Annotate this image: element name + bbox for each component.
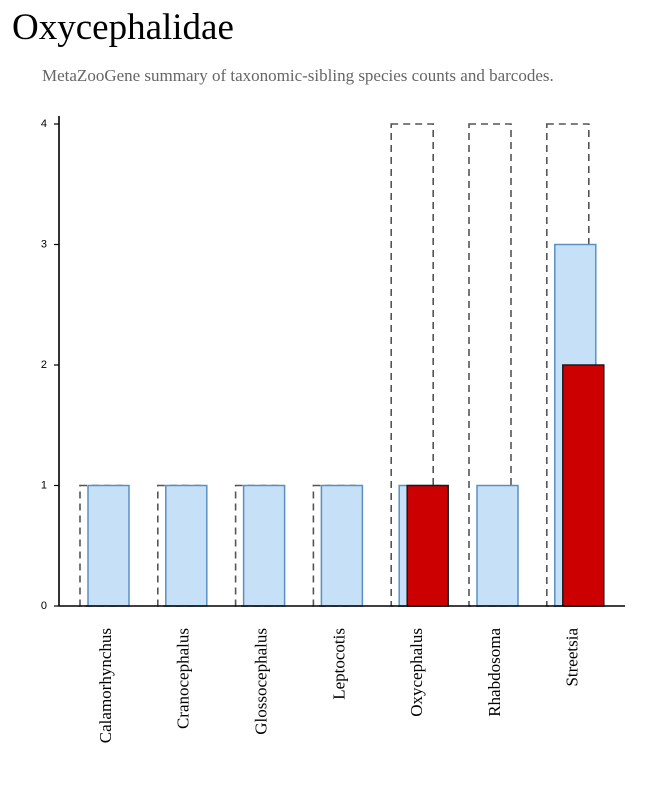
y-tick-label: 0 <box>41 600 47 612</box>
species-bar <box>320 484 364 607</box>
x-tick-label: Leptocotis <box>329 628 348 700</box>
x-tick-label: Streetsia <box>563 628 582 687</box>
x-tick-label: Glossocephalus <box>252 628 271 735</box>
species-bar <box>165 484 208 607</box>
barcode-bar <box>562 364 605 607</box>
x-tick-label: Calamorhynchus <box>96 628 115 743</box>
y-tick-label: 3 <box>41 238 47 250</box>
species-bar <box>87 484 130 607</box>
y-tick-label: 2 <box>41 359 47 371</box>
y-tick-label: 1 <box>41 479 47 491</box>
chart-subtitle: MetaZooGene summary of taxonomic-sibling… <box>42 66 554 85</box>
y-tick-label: 4 <box>41 118 47 130</box>
chart-title: Oxycephalidae <box>12 7 234 48</box>
x-tick-label: Cranocephalus <box>174 628 193 729</box>
x-tick-label: Oxycephalus <box>407 628 426 717</box>
species-bar <box>476 484 519 607</box>
species-bar <box>242 484 286 607</box>
barcode-bar <box>406 484 449 607</box>
x-tick-label: Rhabdosoma <box>485 628 504 717</box>
